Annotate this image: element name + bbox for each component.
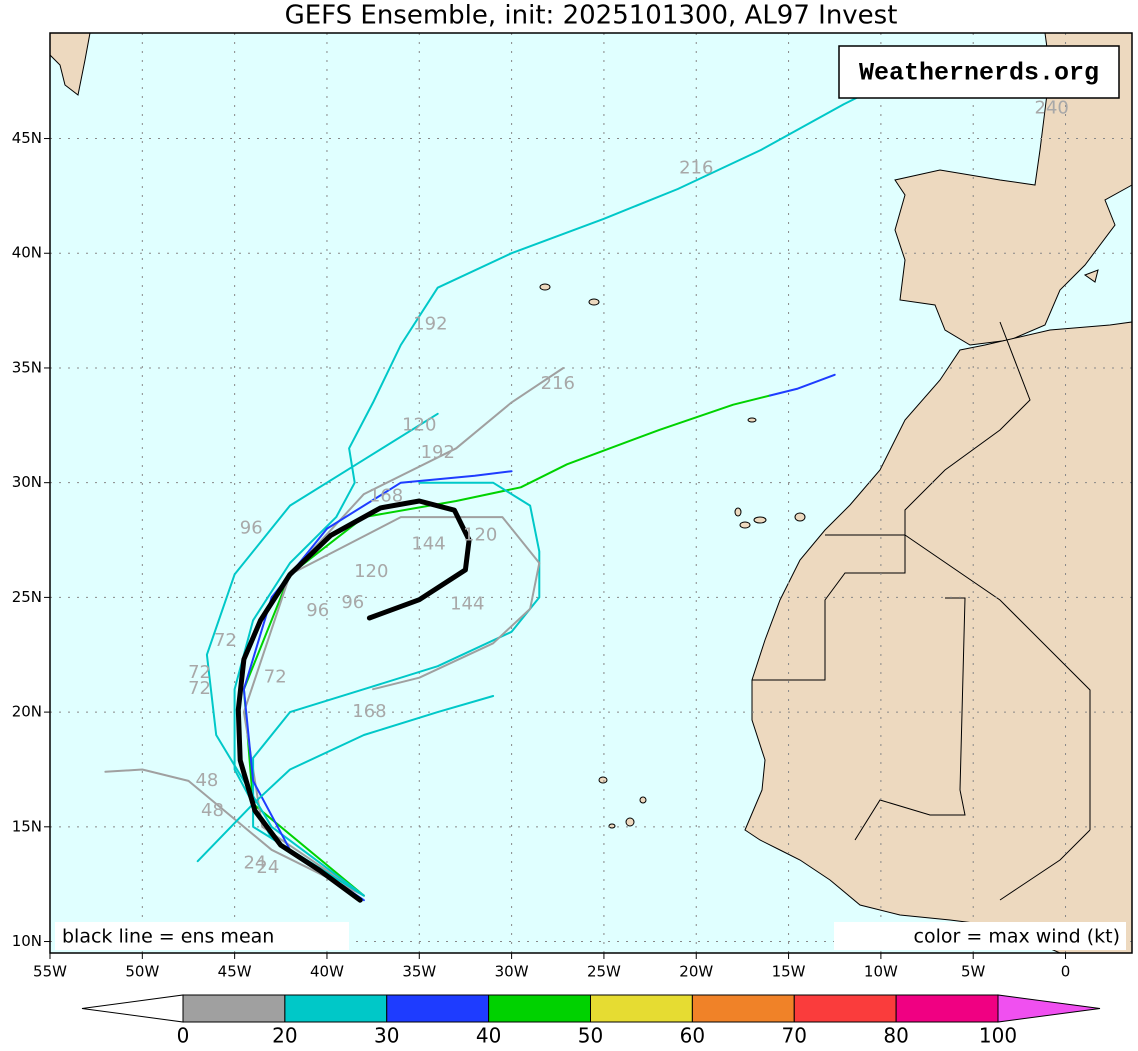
y-tick-label: 25N [12, 588, 42, 606]
x-tick-label: 20W [679, 963, 713, 981]
colorbar-label: 30 [374, 1024, 399, 1048]
x-tick-label: 15W [772, 963, 806, 981]
y-tick-label: 30N [12, 473, 42, 491]
hour-label: 24 [256, 857, 279, 878]
hour-label: 144 [450, 593, 484, 614]
colorbar-over [997, 994, 1101, 1023]
borders [752, 321, 1091, 901]
land [49, 32, 1133, 954]
logo: Weathernerds.org [859, 59, 1099, 88]
y-tick-label: 15N [12, 817, 42, 835]
member-track [205, 412, 439, 897]
member-track [242, 470, 513, 902]
hour-label: 96 [240, 518, 263, 539]
note-right: color = max wind (kt) [914, 926, 1120, 948]
hour-label: 120 [354, 561, 388, 582]
x-tick-label: 50W [125, 963, 159, 981]
y-tick-label: 10N [12, 932, 42, 950]
tracks [104, 57, 938, 903]
member-track [769, 373, 836, 397]
hour-label: 216 [679, 157, 713, 178]
colorbar-box [284, 994, 388, 1023]
colorbar-label: 60 [680, 1024, 705, 1048]
member-track [233, 57, 938, 897]
y-tick-label: 20N [12, 703, 42, 721]
hour-label: 72 [264, 667, 287, 688]
x-tick-label: 35W [402, 963, 436, 981]
hour-label: 120 [402, 414, 436, 435]
x-tick-label: 5W [961, 963, 986, 981]
colorbar-label: 0 [177, 1024, 190, 1048]
note-box [55, 922, 349, 950]
colorbar-label: 100 [979, 1024, 1017, 1048]
hour-label: 120 [463, 524, 497, 545]
colorbar-box [895, 994, 999, 1023]
hour-label: 168 [369, 485, 403, 506]
note-box [834, 922, 1126, 950]
colorbar-under [81, 994, 184, 1023]
note-left: black line = ens mean [62, 926, 274, 948]
colorbar-box [182, 994, 286, 1023]
hour-label: 96 [306, 600, 329, 621]
x-tick-label: 55W [33, 963, 67, 981]
colorbar: 0 20 30 40 50 60 70 80 100 [81, 994, 1101, 1048]
hour-label: 240 [1035, 98, 1069, 119]
member-track [196, 695, 495, 863]
colorbar-label: 50 [578, 1024, 603, 1048]
y-tick-label: 35N [12, 358, 42, 376]
colorbar-box [386, 994, 490, 1023]
logo-box [838, 45, 1120, 99]
hour-label: 48 [195, 770, 218, 791]
colorbar-box [691, 994, 795, 1023]
annotations: 240 216 192 216 120 192 96 168 120 144 120 96 96 144 7… [188, 98, 1069, 878]
map-title: GEFS Ensemble, init: 2025101300, AL97 In… [285, 1, 898, 31]
x-tick-label: 30W [495, 963, 529, 981]
colorbar-box [590, 994, 693, 1023]
x-tick-label: 45W [218, 963, 252, 981]
colorbar-label: 20 [272, 1024, 297, 1048]
y-tick-label: 40N [12, 244, 42, 262]
member-track [252, 481, 541, 897]
hour-label: 168 [352, 701, 386, 722]
hour-label: 24 [243, 853, 266, 874]
hour-label: 144 [411, 534, 445, 555]
x-tick-label: 40W [310, 963, 344, 981]
mean-track [235, 498, 472, 903]
x-tick-label: 25W [587, 963, 621, 981]
hour-label: 72 [188, 678, 211, 699]
hour-label: 192 [413, 313, 447, 334]
hour-label: 72 [214, 630, 237, 651]
member-track [289, 516, 541, 691]
hour-label: 72 [188, 662, 211, 683]
map-frame [49, 32, 1133, 954]
x-tick-label: 10W [864, 963, 898, 981]
hour-label: 48 [201, 800, 224, 821]
colorbar-label: 40 [476, 1024, 501, 1048]
colorbar-box [793, 994, 897, 1023]
x-tick-label: 0 [1061, 963, 1071, 981]
hour-label: 192 [421, 442, 455, 463]
y-tick-label: 45N [12, 129, 42, 147]
colorbar-label: 70 [782, 1024, 807, 1048]
hour-label: 216 [541, 373, 575, 394]
colorbar-box [488, 994, 591, 1023]
hour-label: 96 [341, 592, 364, 613]
member-track [104, 768, 365, 897]
colorbar-label: 80 [883, 1024, 908, 1048]
